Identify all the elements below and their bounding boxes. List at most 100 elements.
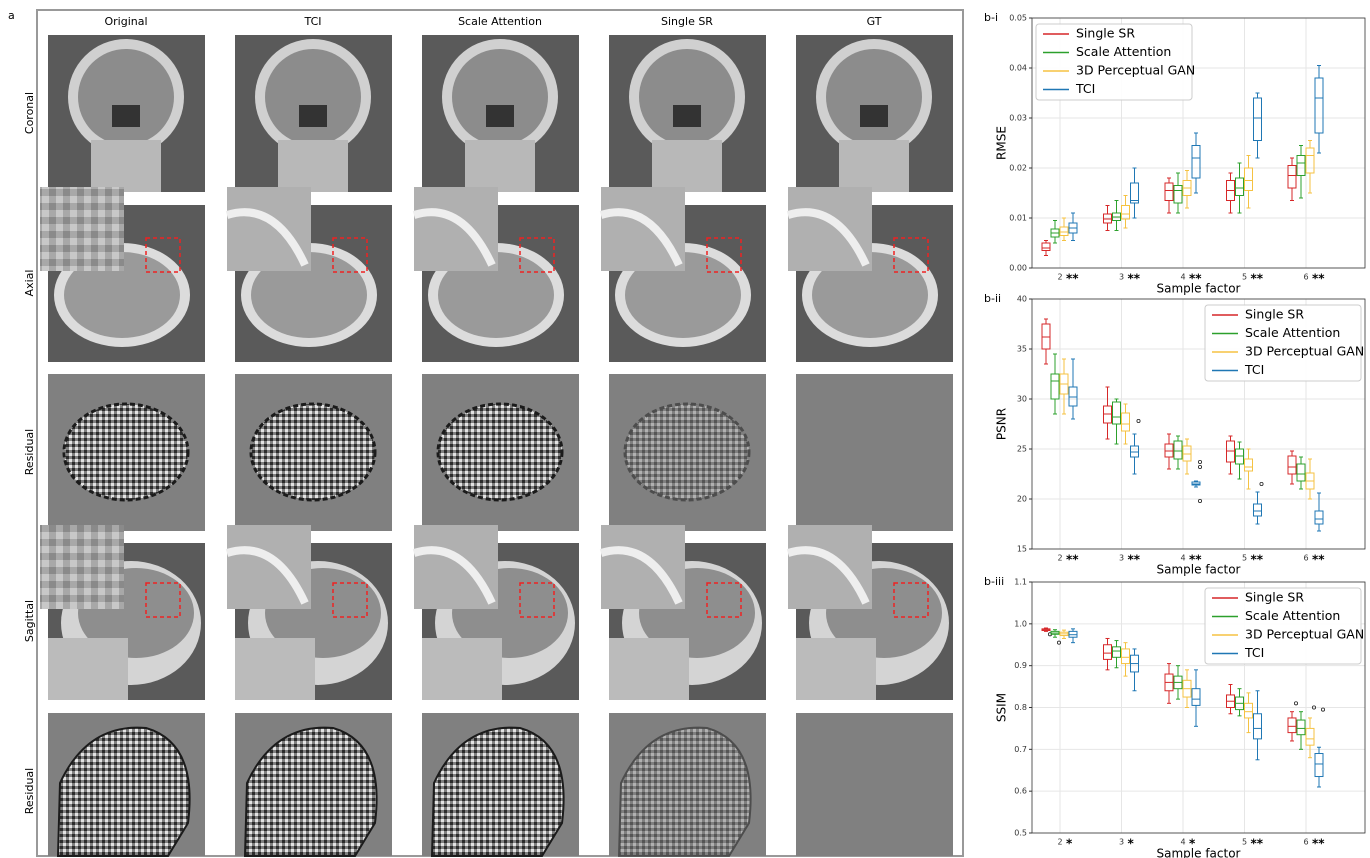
column-header: TCI [304, 15, 322, 28]
y-tick-label: 0.9 [1014, 661, 1027, 670]
significance: ** [1128, 272, 1141, 286]
x-tick-label: 2 [1057, 554, 1062, 563]
significance: ** [1251, 272, 1264, 286]
mri-image [601, 187, 766, 362]
x-tick-label: 2 [1057, 273, 1062, 282]
x-axis-label: Sample factor [1157, 563, 1241, 577]
row-label: Residual [23, 429, 36, 475]
face [422, 638, 502, 700]
mri-image [422, 374, 579, 531]
y-axis-label: RMSE [995, 126, 1009, 160]
box [1254, 98, 1262, 141]
x-tick-label: 6 [1303, 838, 1308, 847]
box [1174, 441, 1182, 459]
outlier [1198, 499, 1201, 502]
y-tick-label: 0.6 [1014, 787, 1027, 796]
legend-label: Scale Attention [1076, 44, 1171, 59]
panel-label: b-i [984, 11, 998, 24]
significance: ** [1251, 837, 1264, 851]
box [1297, 720, 1305, 735]
brain [452, 49, 548, 145]
x-tick-label: 4 [1180, 273, 1185, 282]
mri-image [788, 187, 953, 362]
column-header: Scale Attention [458, 15, 542, 28]
row-label: Axial [23, 270, 36, 297]
box [1315, 754, 1323, 777]
residual [251, 404, 375, 500]
mri-image [609, 374, 766, 531]
box [1122, 649, 1130, 664]
mri-image [414, 187, 579, 362]
y-tick-label: 0.03 [1009, 114, 1027, 123]
y-tick-label: 15 [1017, 545, 1027, 554]
x-tick-label: 6 [1303, 273, 1308, 282]
x-tick-label: 3 [1119, 273, 1124, 282]
y-tick-label: 1.1 [1014, 578, 1027, 587]
box [1254, 504, 1262, 516]
significance: * [1066, 837, 1073, 851]
box [1297, 156, 1305, 176]
legend-label: TCI [1075, 81, 1095, 96]
box [1245, 168, 1253, 191]
y-tick-label: 35 [1017, 345, 1027, 354]
mri-image [796, 713, 953, 856]
box [1315, 511, 1323, 524]
box [1288, 718, 1296, 733]
y-tick-label: 0.02 [1009, 164, 1027, 173]
significance: ** [1251, 553, 1264, 567]
neck [91, 140, 161, 192]
y-tick-label: 0.05 [1009, 14, 1027, 23]
mri-image [609, 713, 766, 856]
face [235, 638, 315, 700]
legend-label: TCI [1244, 645, 1264, 660]
mri-image [788, 525, 953, 700]
outlier [1321, 708, 1324, 711]
significance: ** [1312, 837, 1325, 851]
row-label: Sagittal [23, 600, 36, 642]
x-tick-label: 6 [1303, 554, 1308, 563]
legend-label: Single SR [1245, 307, 1304, 322]
ventricle [486, 105, 514, 127]
mri-image [796, 374, 953, 531]
image-background [796, 713, 953, 856]
x-tick-label: 5 [1242, 273, 1247, 282]
image-background [796, 374, 953, 531]
box [1288, 166, 1296, 189]
brain [826, 49, 922, 145]
residual [438, 404, 562, 500]
box [1051, 374, 1059, 399]
x-tick-label: 5 [1242, 554, 1247, 563]
face [609, 638, 689, 700]
neck [652, 140, 722, 192]
mri-image [422, 35, 579, 192]
box [1060, 227, 1068, 236]
y-axis-label: SSIM [995, 693, 1009, 722]
significance: ** [1066, 272, 1079, 286]
y-tick-label: 20 [1017, 495, 1027, 504]
box [1306, 728, 1314, 745]
residual [625, 404, 749, 500]
x-tick-label: 5 [1242, 838, 1247, 847]
ventricle [112, 105, 140, 127]
box [1165, 183, 1173, 201]
ventricle [673, 105, 701, 127]
box [1113, 647, 1121, 657]
box [1104, 645, 1112, 660]
brain [265, 49, 361, 145]
box [1192, 146, 1200, 179]
y-tick-label: 25 [1017, 445, 1027, 454]
mri-image [235, 35, 392, 192]
legend-label: TCI [1244, 362, 1264, 377]
column-header: Single SR [661, 15, 713, 28]
x-tick-label: 2 [1057, 838, 1062, 847]
significance: ** [1312, 272, 1325, 286]
mri-image [227, 525, 392, 700]
outlier [1137, 419, 1140, 422]
significance: ** [1312, 553, 1325, 567]
legend-label: Scale Attention [1245, 325, 1340, 340]
box [1192, 689, 1200, 706]
legend-label: Single SR [1245, 590, 1304, 605]
x-tick-label: 4 [1180, 554, 1185, 563]
residual [64, 404, 188, 500]
mri-image [227, 187, 392, 362]
